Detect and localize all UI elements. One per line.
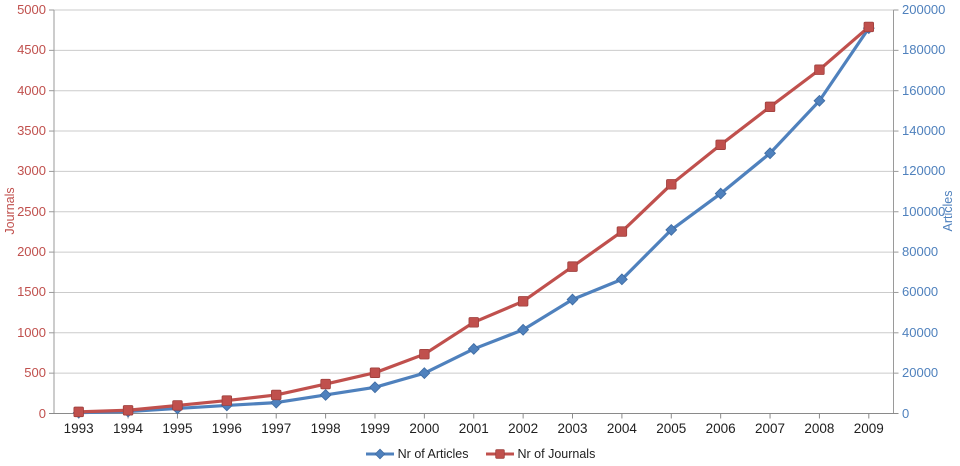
journals-data-point xyxy=(616,226,628,237)
x-axis-tick-label: 2003 xyxy=(557,421,588,436)
left-axis-tick-label: 2000 xyxy=(17,244,46,260)
articles-data-point xyxy=(764,147,777,160)
journals-data-point xyxy=(271,389,282,401)
x-axis-tick-label: 1999 xyxy=(359,421,390,436)
right-axis-tick-label: 20000 xyxy=(902,365,939,381)
left-axis-tick-label: 500 xyxy=(24,365,46,381)
left-axis-tick-label: 5000 xyxy=(17,2,46,17)
x-axis-tick-label: 1998 xyxy=(310,421,341,436)
x-axis-tick-label: 2005 xyxy=(656,421,687,436)
legend-label-articles: Nr of Articles xyxy=(397,447,469,461)
left-axis-title: Journals xyxy=(3,187,17,235)
x-axis-tick-label: 2009 xyxy=(853,421,884,436)
articles-data-point xyxy=(369,381,381,394)
right-axis-tick-label: 80000 xyxy=(902,244,939,260)
journals-data-point xyxy=(320,378,331,390)
journals-data-point xyxy=(172,400,183,411)
articles-data-point xyxy=(813,94,826,107)
journals-data-point xyxy=(764,101,776,113)
journals-data-point xyxy=(73,406,84,418)
legend-item-articles: Nr of Articles xyxy=(365,447,469,461)
journals-data-point xyxy=(567,261,578,272)
x-axis-tick-label: 2008 xyxy=(804,421,835,436)
left-axis-tick-label: 0 xyxy=(38,405,46,421)
right-axis-tick-label: 160000 xyxy=(902,82,946,98)
x-axis-tick-label: 1996 xyxy=(211,421,242,436)
journals-data-point xyxy=(221,395,233,406)
x-axis-tick-label: 2007 xyxy=(755,421,786,436)
x-axis-tick-label: 2006 xyxy=(705,421,736,436)
right-axis-tick-label: 180000 xyxy=(902,42,946,58)
articles-data-point xyxy=(517,323,530,336)
journals-data-point xyxy=(863,21,875,33)
articles-data-point xyxy=(418,367,431,380)
articles-line xyxy=(77,26,871,415)
legend: Nr of Articles Nr of Journals xyxy=(0,447,960,461)
left-axis-tick-label: 3000 xyxy=(17,163,46,179)
journals-data-point xyxy=(419,348,430,360)
left-axis-tick-label: 1000 xyxy=(17,324,46,340)
x-axis-tick-label: 2002 xyxy=(508,421,539,436)
right-axis-tick-label: 40000 xyxy=(902,324,939,340)
articles-data-point xyxy=(615,273,628,286)
journals-line-marker-icon xyxy=(485,449,514,459)
x-axis-tick-label: 1995 xyxy=(162,421,193,436)
legend-marker xyxy=(494,449,505,459)
right-axis-tick-label: 120000 xyxy=(902,163,946,179)
x-axis-tick-label: 2004 xyxy=(606,421,637,436)
x-axis-tick-label: 2000 xyxy=(409,421,440,436)
right-axis-title: Articles xyxy=(941,190,955,232)
left-axis-tick-label: 2500 xyxy=(17,203,46,219)
x-axis-tick-label: 2001 xyxy=(458,421,489,436)
journals-data-point xyxy=(814,64,825,75)
legend-item-journals: Nr of Journals xyxy=(485,447,596,461)
articles-data-point xyxy=(665,223,678,236)
legend-label-journals: Nr of Journals xyxy=(517,447,596,461)
right-axis-tick-label: 100000 xyxy=(902,203,946,219)
journals-data-point xyxy=(369,367,381,378)
articles-line-marker-icon xyxy=(365,448,394,460)
articles-data-point xyxy=(319,388,332,401)
journals-data-point xyxy=(666,179,677,190)
legend-marker xyxy=(374,448,386,460)
x-axis-tick-label: 1997 xyxy=(261,421,292,436)
left-axis-tick-label: 4500 xyxy=(17,42,46,58)
right-axis-tick-label: 200000 xyxy=(902,2,946,17)
articles-data-point xyxy=(714,187,727,200)
left-axis-tick-label: 3500 xyxy=(17,123,46,139)
journals-data-point xyxy=(122,405,134,416)
journals-data-point xyxy=(517,296,529,307)
articles-data-point xyxy=(467,342,480,355)
journals-data-point xyxy=(468,317,479,328)
left-axis-tick-label: 4000 xyxy=(17,82,46,98)
journals-data-point xyxy=(715,139,726,150)
right-axis-tick-label: 140000 xyxy=(902,123,946,139)
x-axis-tick-label: 1993 xyxy=(63,421,94,436)
articles-data-point xyxy=(566,293,579,306)
right-axis-tick-label: 60000 xyxy=(902,284,939,300)
right-axis-tick-label: 0 xyxy=(902,405,910,421)
x-axis-tick-label: 1994 xyxy=(113,421,144,436)
left-axis-tick-label: 1500 xyxy=(17,284,46,300)
